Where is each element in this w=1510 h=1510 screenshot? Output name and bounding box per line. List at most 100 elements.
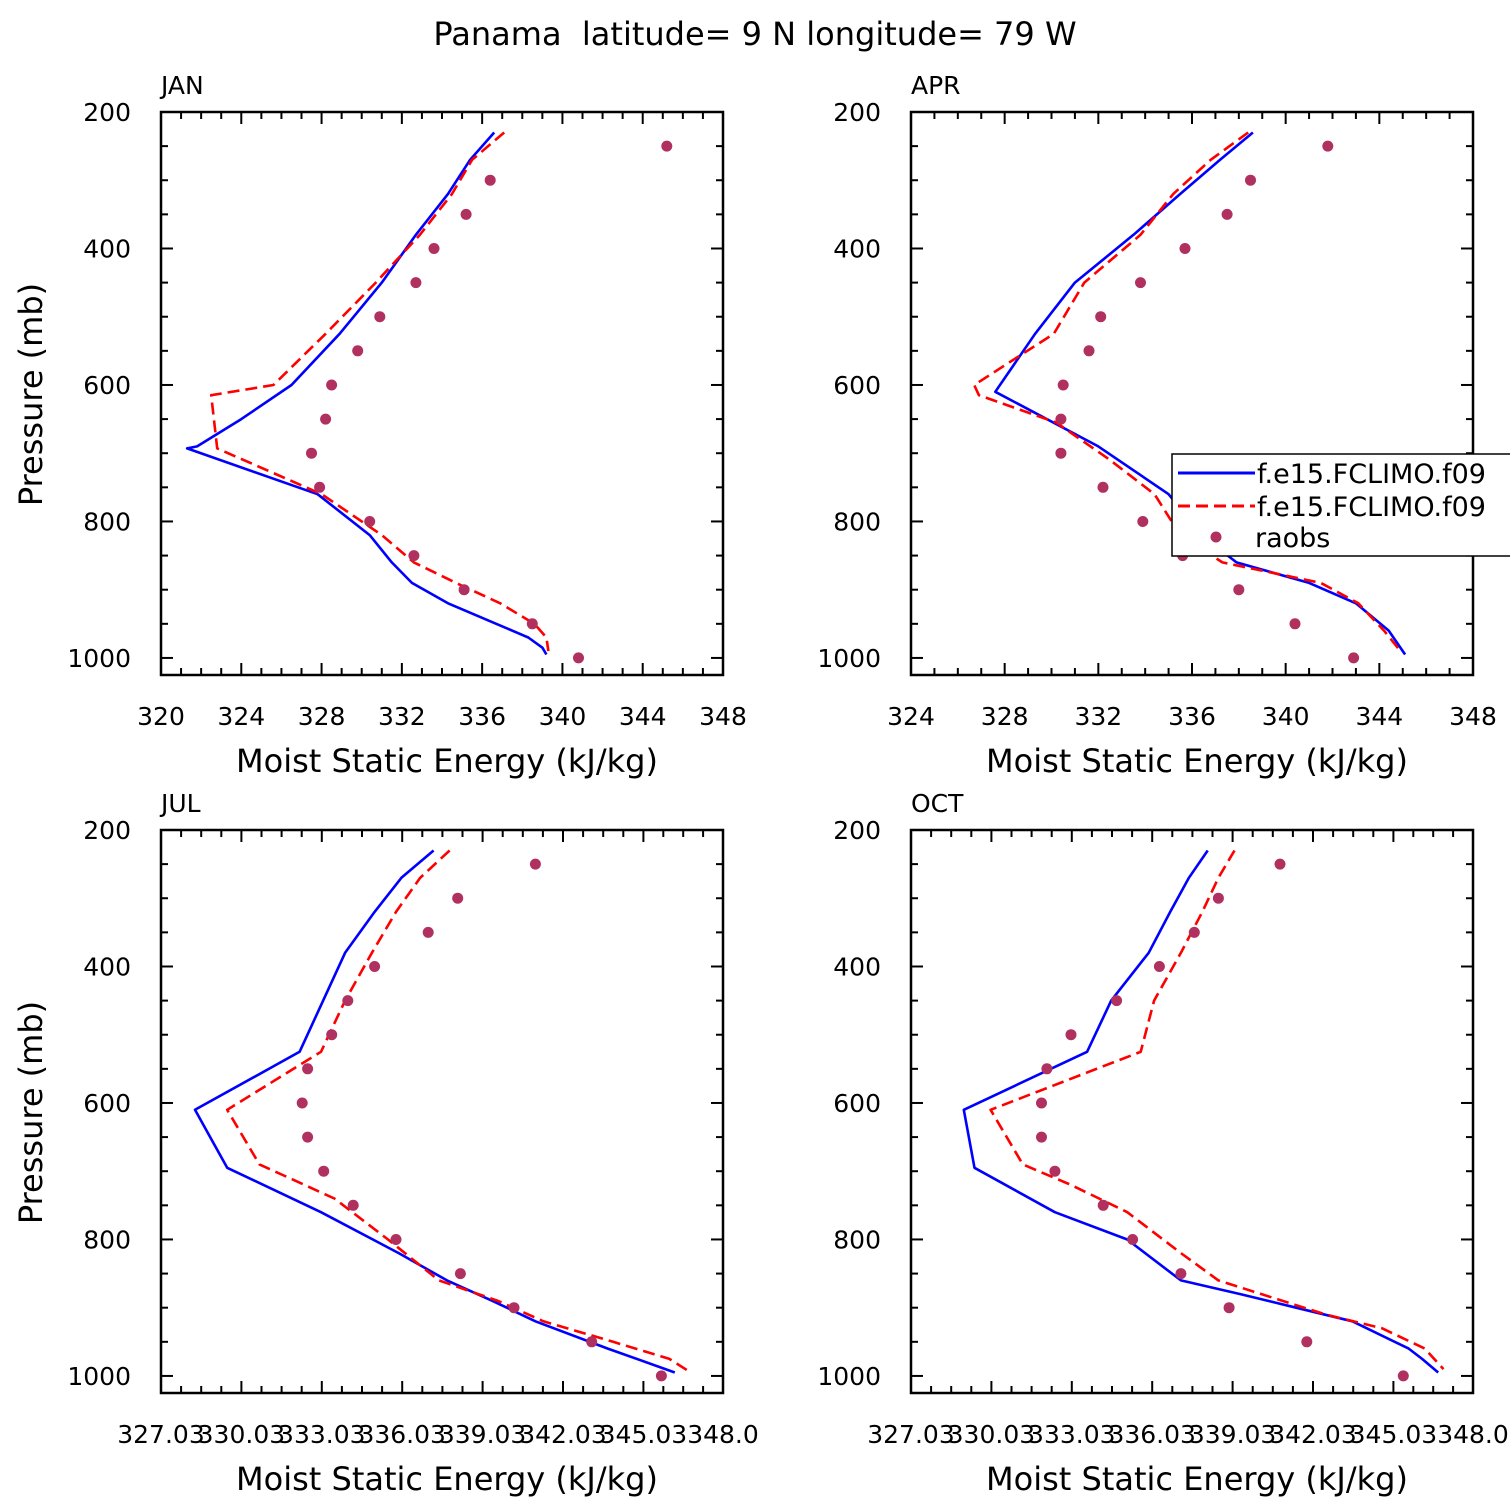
x-axis-label: Moist Static Energy (kJ/kg) (236, 742, 658, 780)
y-tick-label: 1000 (817, 644, 881, 673)
plot-frame-oct (909, 828, 1475, 1395)
y-tick-label: 1000 (67, 644, 131, 673)
panel-title-jul: JUL (159, 789, 201, 818)
y-tick-label: 800 (83, 507, 131, 536)
x-axis-label: Moist Static Energy (kJ/kg) (986, 1460, 1408, 1498)
y-tick-label: 800 (833, 507, 881, 536)
x-tick-label: 344 (619, 702, 667, 731)
x-tick-label: 340 (1262, 702, 1310, 731)
y-axis-label: Pressure (mb) (12, 283, 50, 506)
raobs-point (1135, 277, 1146, 289)
y-tick-label: 600 (83, 1089, 131, 1118)
raobs-point (460, 208, 472, 220)
x-tick-label: 342.03 (519, 1420, 606, 1449)
x-tick-label: 344 (1355, 702, 1403, 731)
plot-area-oct (962, 849, 1445, 1382)
x-tick-label: 342.03 (1269, 1420, 1356, 1449)
raobs-point (1057, 379, 1069, 391)
x-axis-label: Moist Static Energy (kJ/kg) (986, 742, 1408, 780)
y-tick-label: 600 (833, 1089, 881, 1118)
series-line-dashed (972, 131, 1402, 652)
series-line-solid (962, 849, 1440, 1374)
panel-jul: JUL 200 400 600 800 1000 327.03330.03333.03336… (12, 789, 759, 1498)
raobs-point (326, 1029, 338, 1041)
x-tick-label: 339.03 (439, 1420, 526, 1449)
raobs-point (573, 652, 584, 664)
raobs-point (452, 892, 464, 904)
raobs-point (1223, 1302, 1235, 1314)
x-tick-label: 348.0 (1437, 1420, 1509, 1449)
y-tick-label: 600 (83, 371, 131, 400)
raobs-point (529, 858, 541, 870)
raobs-point (320, 413, 332, 425)
raobs-point (655, 1370, 667, 1382)
y-tick-label: 200 (83, 816, 131, 845)
raobs-point (1245, 174, 1256, 186)
x-tick-label: 324 (217, 702, 265, 731)
y-tick-label: 400 (833, 952, 881, 981)
raobs-point (458, 584, 470, 596)
raobs-point (1111, 995, 1123, 1007)
x-tick-label: 345.03 (600, 1420, 687, 1449)
raobs-point (428, 243, 440, 254)
raobs-point (1095, 311, 1107, 323)
x-tick-label: 327.03 (867, 1420, 954, 1449)
y-tick-label: 200 (83, 98, 131, 127)
panel-oct: OCT 200 400 600 800 1000 327.03330.03333.03336… (817, 789, 1508, 1498)
raobs-point (526, 618, 538, 630)
raobs-point (1212, 892, 1224, 904)
panel-title-oct: OCT (911, 789, 964, 818)
raobs-point (306, 447, 317, 459)
x-tick-label: 324 (887, 702, 935, 731)
raobs-point (1179, 243, 1191, 254)
panel-title-apr: APR (911, 71, 961, 100)
raobs-point (318, 1165, 330, 1177)
raobs-point (661, 140, 673, 152)
x-tick-label: 340 (539, 702, 587, 731)
raobs-point (508, 1302, 520, 1314)
raobs-point (1348, 652, 1360, 664)
raobs-point (374, 311, 386, 323)
x-tick-label: 336 (458, 702, 506, 731)
series-line-dashed (225, 849, 692, 1374)
x-tick-label: 320 (137, 702, 185, 731)
x-tick-label: 345.03 (1350, 1420, 1437, 1449)
plot-area-jul (193, 849, 692, 1382)
x-tick-label: 328 (981, 702, 1029, 731)
raobs-point (326, 379, 338, 391)
legend-box (1171, 453, 1510, 557)
raobs-point (1289, 618, 1301, 630)
series-line-dashed (209, 131, 550, 652)
x-tick-label: 327.03 (117, 1420, 204, 1449)
legend-label-raobs: raobs (1255, 523, 1330, 554)
y-tick-label: 800 (83, 1225, 131, 1254)
x-tick-label: 336.03 (358, 1420, 445, 1449)
raobs-point (1137, 516, 1149, 527)
y-axis-label: Pressure (mb) (12, 1001, 50, 1224)
legend: f.e15.FCLIMO.f09 f.e15.FCLIMO.f09 raobs (1171, 453, 1510, 557)
raobs-point (296, 1097, 308, 1109)
raobs-point (302, 1063, 314, 1075)
plot-area-apr (972, 131, 1407, 664)
x-tick-label: 330.03 (948, 1420, 1035, 1449)
y-tick-label: 1000 (817, 1362, 881, 1391)
plot-frame-jul (159, 828, 725, 1395)
x-tick-label: 348 (1449, 702, 1497, 731)
raobs-point (484, 174, 496, 186)
raobs-point (1049, 1165, 1061, 1177)
raobs-point (1065, 1029, 1077, 1041)
raobs-point (1221, 208, 1233, 220)
raobs-point (364, 516, 376, 527)
plot-frame-apr (909, 110, 1475, 677)
y-tick-label: 600 (833, 371, 881, 400)
x-tick-label: 333.03 (1028, 1420, 1115, 1449)
raobs-point (586, 1336, 598, 1348)
raobs-point (1397, 1370, 1409, 1382)
raobs-point (314, 481, 326, 493)
x-tick-label: 332 (1074, 702, 1122, 731)
raobs-point (1301, 1336, 1313, 1348)
x-tick-label: 339.03 (1189, 1420, 1276, 1449)
x-tick-label: 348 (699, 702, 747, 731)
